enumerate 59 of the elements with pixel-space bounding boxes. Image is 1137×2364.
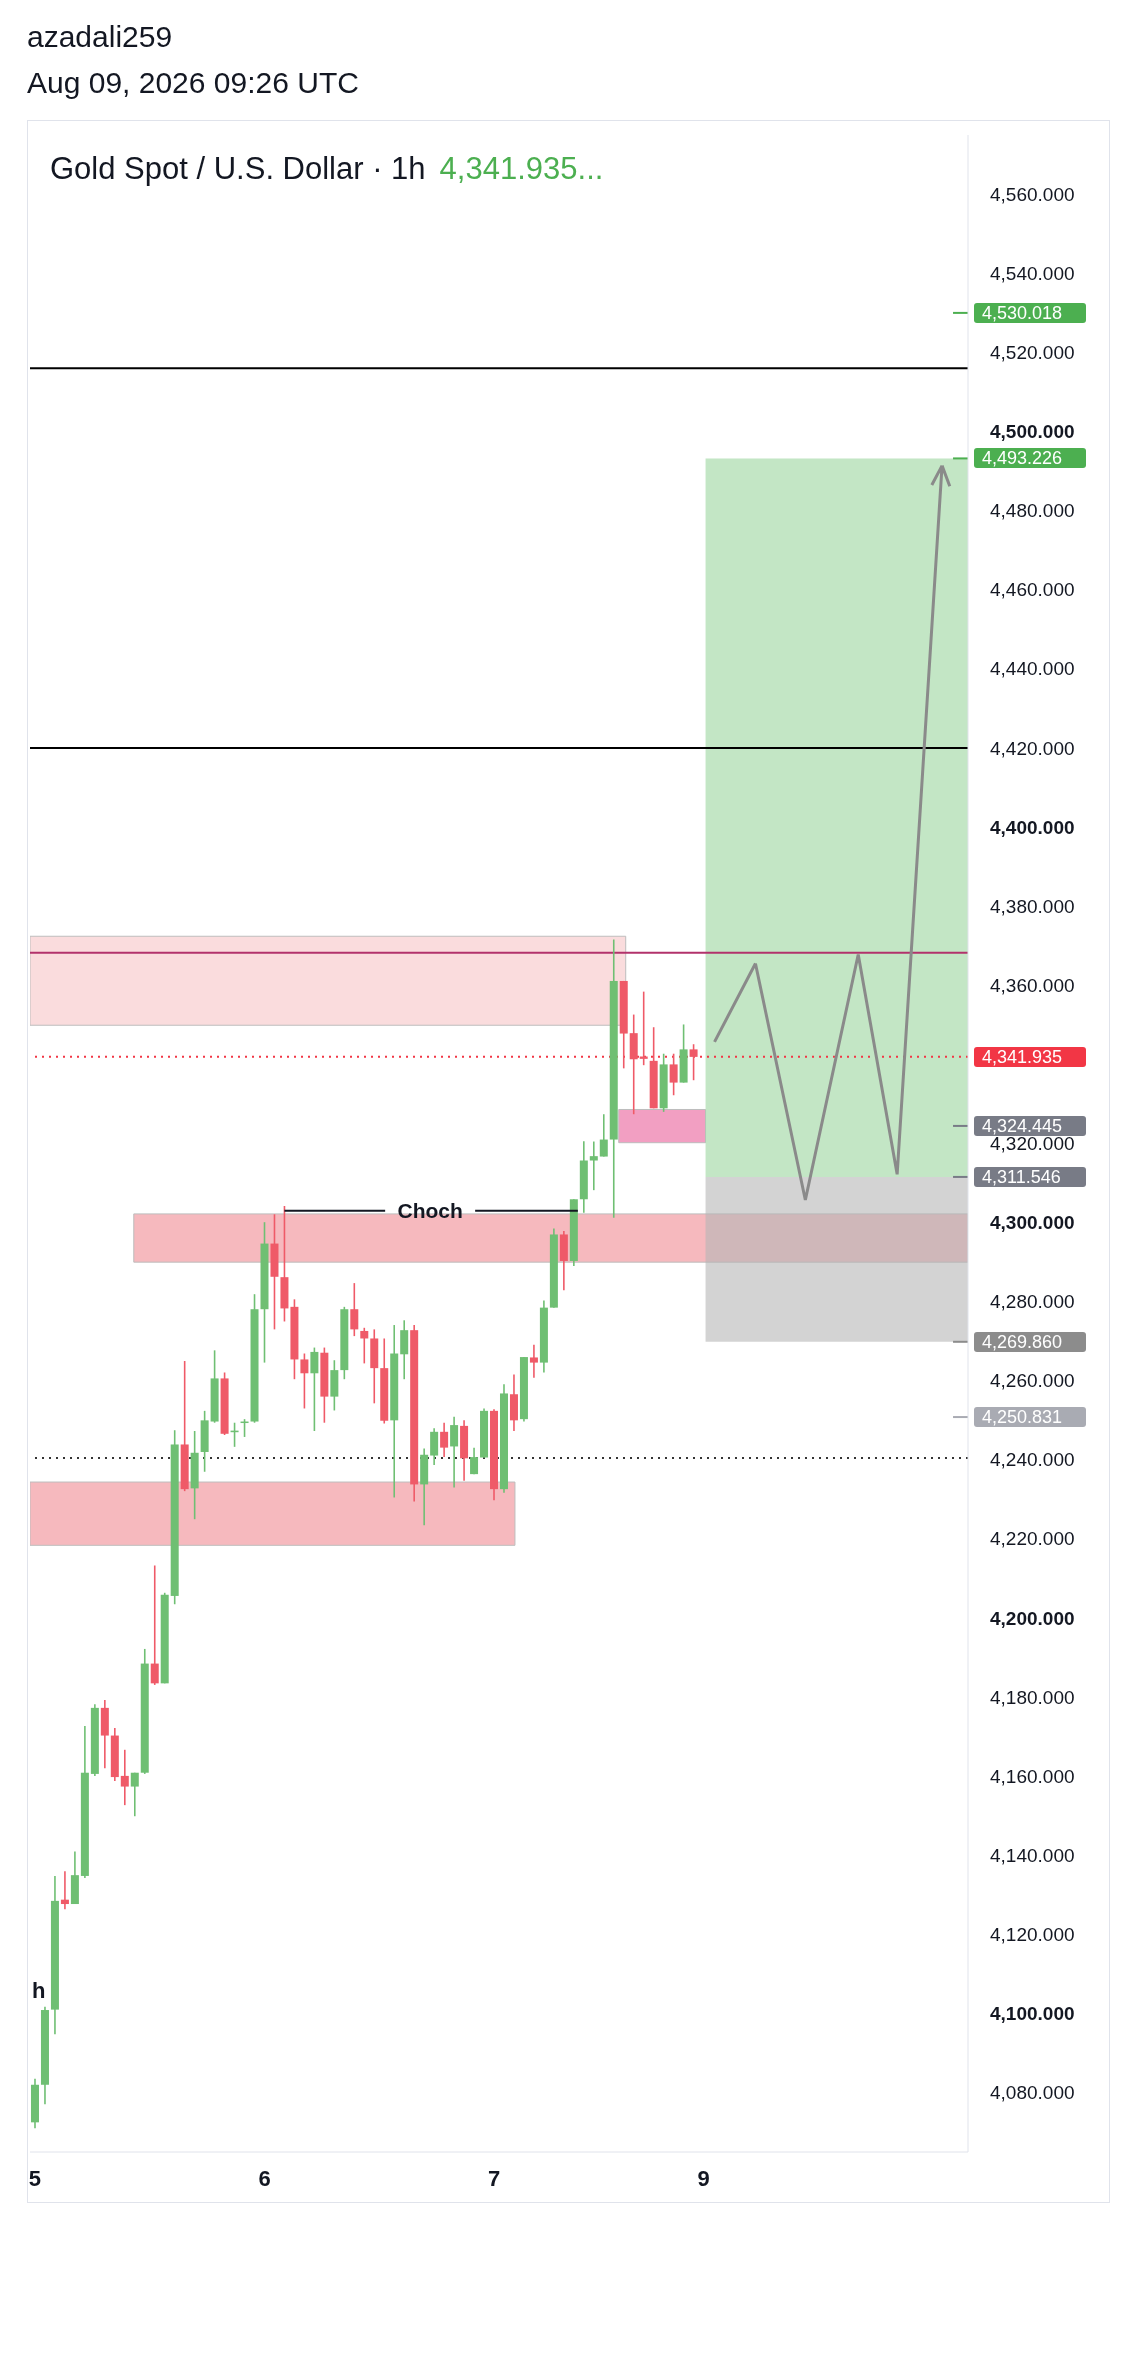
ref-line-label: 4,341.935: [974, 1046, 1086, 1067]
y-tick-label: 4,500.000: [990, 421, 1075, 443]
text: Gold Spot / U.S. Dollar · 1h: [50, 151, 426, 186]
ref-line-label: 4,311.546: [974, 1166, 1086, 1187]
candlestick: [529, 1344, 538, 1379]
y-tick-label: 4,220.000: [990, 1528, 1075, 1550]
text: 4,341.935...: [439, 151, 604, 186]
candlestick: [120, 1748, 129, 1806]
ref-line-label: 4,324.445: [974, 1115, 1086, 1136]
candlestick: [589, 1140, 598, 1191]
x-tick-label: 9: [697, 2166, 710, 2191]
x-tick-label: 7: [487, 2166, 501, 2191]
candlestick: [430, 1427, 439, 1466]
y-tick-label: 4,280.000: [990, 1291, 1075, 1313]
y-tick-label: 4,300.000: [990, 1212, 1075, 1234]
x-tick-label: 6: [258, 2166, 271, 2191]
y-tick-label: 4,400.000: [990, 816, 1075, 838]
ref-line-label: 4,250.831: [974, 1407, 1086, 1428]
candlestick: [470, 1446, 479, 1475]
candlestick: [599, 1113, 608, 1158]
y-tick-label: 4,360.000: [990, 974, 1075, 996]
y-tick-label: 4,180.000: [990, 1686, 1075, 1708]
y-tick-label: 4,240.000: [990, 1449, 1075, 1471]
candlestick: [130, 1771, 139, 1818]
y-tick-label: 4,320.000: [990, 1133, 1075, 1154]
y-tick-label: 4,540.000: [990, 262, 1075, 284]
annotation: Choch: [397, 1198, 463, 1222]
y-tick-label: 4,260.000: [990, 1370, 1075, 1392]
candlestick: [440, 1421, 449, 1458]
ref-line-label: 4,493.226: [974, 448, 1086, 469]
y-tick-label: 4,420.000: [990, 737, 1075, 759]
y-tick-label: 4,100.000: [990, 2003, 1075, 2025]
candlestick: [669, 1052, 678, 1097]
y-tick-label: 4,480.000: [990, 500, 1075, 522]
ref-line-label: 4,269.860: [974, 1331, 1086, 1352]
y-tick-label: 4,380.000: [990, 895, 1075, 917]
text: azadali259: [27, 20, 173, 54]
candlestick: [300, 1352, 309, 1410]
x-tick-label: 5: [28, 2166, 42, 2191]
candlestick: [639, 990, 648, 1066]
y-tick-label: 4,460.000: [990, 579, 1075, 601]
candlestick: [310, 1346, 319, 1432]
y-tick-label: 4,520.000: [990, 342, 1075, 364]
y-tick-label: 4,140.000: [990, 1844, 1075, 1866]
text: Aug 09, 2026 09:26 UTC: [27, 66, 359, 100]
y-tick-label: 4,080.000: [990, 2082, 1075, 2104]
candlestick: [450, 1415, 459, 1489]
ref-line-label: 4,530.018: [974, 302, 1086, 323]
y-tick-label: 4,160.000: [990, 1765, 1075, 1787]
annotation: h: [32, 1977, 46, 2004]
candlestick: [689, 1043, 698, 1082]
y-tick-label: 4,440.000: [990, 658, 1075, 680]
candlestick: [150, 1564, 159, 1686]
candlestick: [360, 1327, 369, 1365]
candlestick: [350, 1282, 359, 1337]
y-tick-label: 4,200.000: [990, 1607, 1075, 1629]
candlestick: [60, 1870, 69, 1910]
y-tick-label: 4,560.000: [990, 183, 1075, 205]
y-tick-label: 4,120.000: [990, 1923, 1075, 1945]
